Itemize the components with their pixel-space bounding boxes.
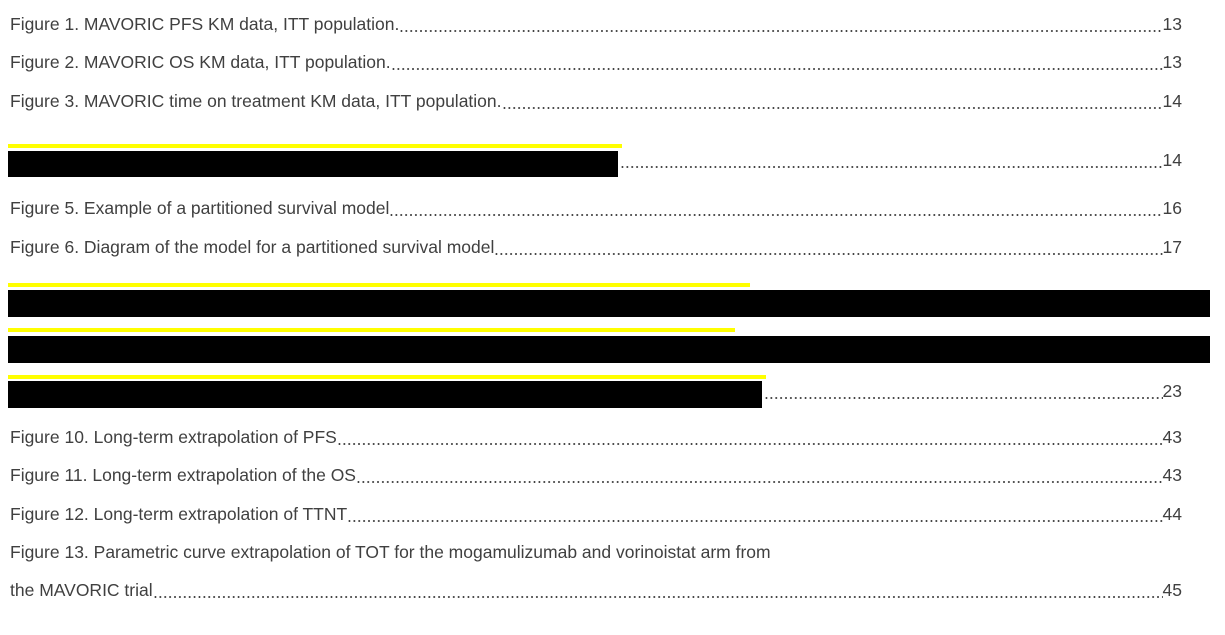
leader-dots [389, 196, 1163, 220]
redaction-box [8, 151, 618, 177]
redaction-box [8, 336, 1210, 363]
highlight-bar [8, 375, 766, 379]
toc-entry: 23 [764, 379, 1182, 403]
entry-text: Figure 10. Long-term extrapolation of PF… [10, 427, 337, 447]
leader-dots [764, 379, 1163, 403]
leader-dots [501, 89, 1163, 113]
leader-dots [399, 12, 1163, 36]
toc-entry: the MAVORIC trial 45 [10, 578, 1182, 602]
entry-text: Figure 1. MAVORIC PFS KM data, ITT popul… [10, 14, 400, 34]
redaction-box [8, 381, 762, 408]
entry-text: Figure 11. Long-term extrapolation of th… [10, 465, 356, 485]
highlight-bar [8, 283, 750, 287]
page-number: 17 [1162, 237, 1182, 257]
entry-text: Figure 2. MAVORIC OS KM data, ITT popula… [10, 52, 391, 72]
entry-text: Figure 3. MAVORIC time on treatment KM d… [10, 91, 502, 111]
toc-entry: Figure 3. MAVORIC time on treatment KM d… [10, 89, 1182, 113]
page-number: 14 [1162, 91, 1182, 111]
page-number: 14 [1162, 150, 1182, 170]
entry-text: Figure 5. Example of a partitioned survi… [10, 198, 390, 218]
leader-dots [355, 463, 1163, 487]
page-number: 16 [1162, 198, 1182, 218]
page-number: 13 [1162, 52, 1182, 72]
entry-text: Figure 13. Parametric curve extrapolatio… [10, 542, 771, 562]
leader-dots [347, 502, 1163, 526]
entry-text: the MAVORIC trial [10, 580, 153, 600]
page-number: 43 [1162, 465, 1182, 485]
highlight-bar [8, 328, 735, 332]
toc-entry: Figure 1. MAVORIC PFS KM data, ITT popul… [10, 12, 1182, 36]
toc-entry: Figure 10. Long-term extrapolation of PF… [10, 425, 1182, 449]
toc-entry: Figure 11. Long-term extrapolation of th… [10, 463, 1182, 487]
entry-text: Figure 6. Diagram of the model for a par… [10, 237, 495, 257]
toc-entry: Figure 5. Example of a partitioned survi… [10, 196, 1182, 220]
page-number: 44 [1162, 504, 1182, 524]
page-number: 23 [1162, 381, 1182, 401]
toc-entry: Figure 2. MAVORIC OS KM data, ITT popula… [10, 50, 1182, 74]
leader-dots [152, 578, 1163, 602]
toc-entry: Figure 6. Diagram of the model for a par… [10, 235, 1182, 259]
entry-text: Figure 12. Long-term extrapolation of TT… [10, 504, 348, 524]
toc-entry: Figure 13. Parametric curve extrapolatio… [10, 540, 1182, 564]
page-number: 43 [1162, 427, 1182, 447]
page-number: 13 [1162, 14, 1182, 34]
redaction-box [8, 290, 1210, 317]
highlight-bar [8, 144, 622, 148]
leader-dots [620, 148, 1163, 172]
toc-entry: Figure 12. Long-term extrapolation of TT… [10, 502, 1182, 526]
page-number: 45 [1162, 580, 1182, 600]
leader-dots [390, 50, 1163, 74]
leader-dots [336, 425, 1163, 449]
leader-dots [494, 235, 1163, 259]
toc-entry: 14 [620, 148, 1182, 172]
